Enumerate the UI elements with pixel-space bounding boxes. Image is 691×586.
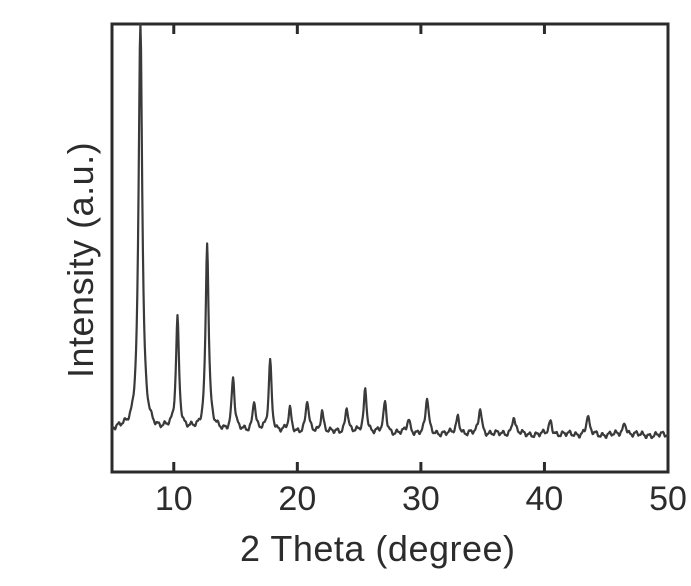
- x-tick-label: 40: [526, 480, 564, 519]
- x-tick-label: 30: [402, 480, 440, 519]
- x-tick-label: 50: [649, 480, 687, 519]
- x-tick-label: 10: [155, 480, 193, 519]
- y-axis-label: Intensity (a.u.): [60, 142, 102, 378]
- xrd-chart: Intensity (a.u.) 2 Theta (degree) 10 20 30…: [0, 0, 691, 586]
- x-tick-label: 20: [278, 480, 316, 519]
- x-axis-label: 2 Theta (degree): [240, 528, 516, 570]
- chart-canvas: [0, 0, 691, 586]
